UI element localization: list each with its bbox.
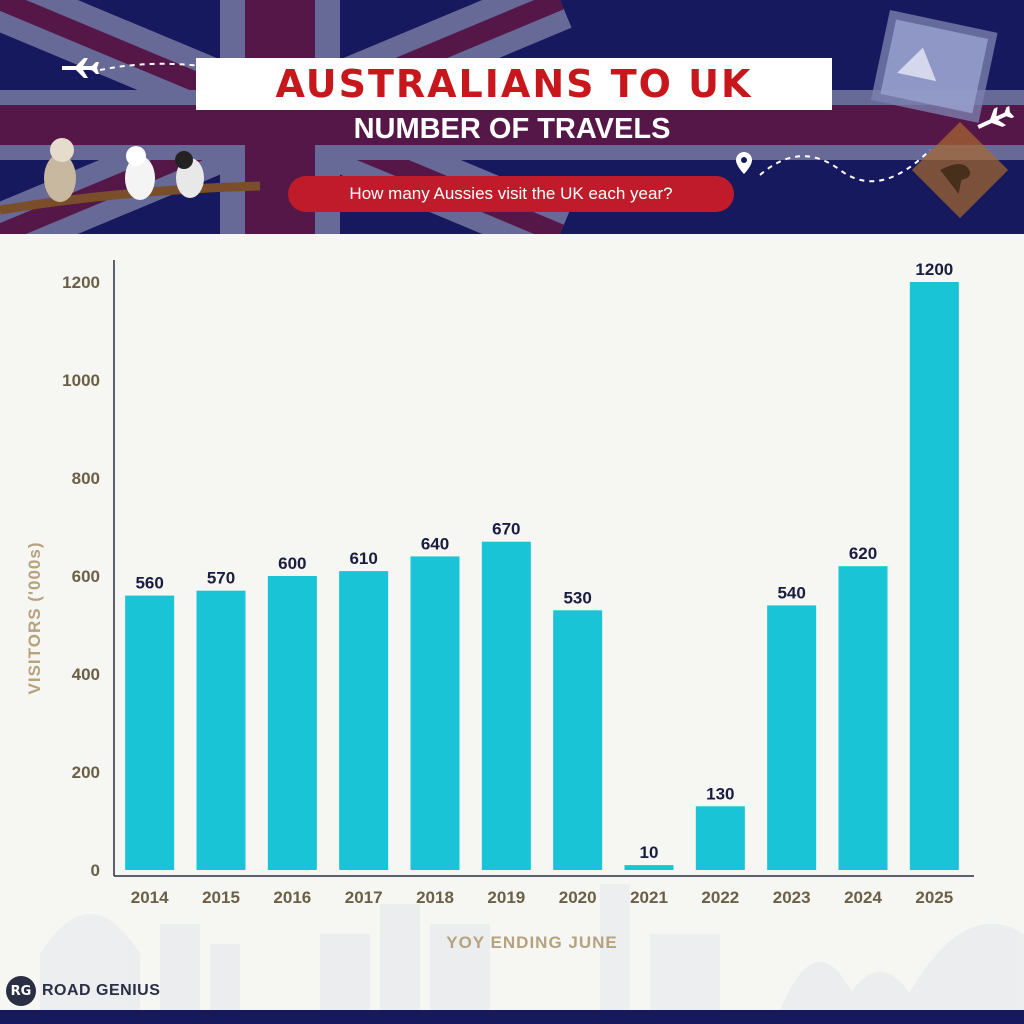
location-pin-icon [736,152,752,174]
magpie-bird [175,151,204,198]
y-tick-label: 800 [72,469,100,488]
brand: RG ROAD GENIUS [6,976,160,1006]
data-label: 560 [135,574,163,593]
city-skyline [40,884,1024,1010]
x-tick-label: 2022 [701,888,739,907]
question-text: How many Aussies visit the UK each year? [349,184,673,203]
data-label: 540 [777,583,805,602]
y-tick-label: 1000 [62,371,100,390]
x-tick-label: 2024 [844,888,882,907]
cockatoo-bird [125,146,155,200]
kookaburra-bird [44,138,76,202]
y-axis-title: VISITORS ('000s) [25,542,44,695]
x-axis-title: YOY ENDING JUNE [446,933,618,952]
bar [909,282,959,870]
y-tick-label: 1200 [62,273,100,292]
road-genius-logo: RG [6,976,36,1006]
kangaroo-sign [911,121,1009,219]
bar [695,806,745,870]
bar [624,865,674,870]
x-tick-label: 2023 [773,888,811,907]
data-label: 530 [563,588,591,607]
x-tick-label: 2016 [273,888,311,907]
chart-title: AUSTRALIANS TO UK [275,62,753,106]
bar [481,541,531,870]
y-tick-label: 0 [91,861,100,880]
x-tick-label: 2018 [416,888,454,907]
x-tick-label: 2017 [345,888,383,907]
data-label: 130 [706,784,734,803]
data-label: 10 [640,843,659,862]
postage-stamp [870,9,998,123]
bar [339,571,389,870]
data-label: 620 [849,544,877,563]
data-label: 670 [492,520,520,539]
header-banner: AUSTRALIANS TO UK NUMBER OF TRAVELS How … [0,0,1024,234]
bar [553,610,603,870]
data-label: 600 [278,554,306,573]
bar-chart: 0 200 400 600 800 1000 1200 560 2014 570 2015 600 20… [25,260,1024,1010]
brand-name: ROAD GENIUS [42,982,161,999]
x-tick-label: 2025 [915,888,953,907]
x-tick-label: 2020 [559,888,597,907]
y-tick-label: 200 [72,763,100,782]
bar [838,566,888,870]
data-label: 640 [421,534,449,553]
airplane-icon [977,105,1015,129]
bar [410,556,460,870]
x-tick-label: 2015 [202,888,240,907]
question-pill: How many Aussies visit the UK each year? [288,176,734,212]
bar [196,590,246,870]
data-label: 1200 [915,260,953,279]
x-tick-label: 2021 [630,888,668,907]
y-tick-label: 400 [72,665,100,684]
bar [267,576,317,870]
bar [767,605,817,870]
data-label: 570 [207,569,235,588]
data-label: 610 [349,549,377,568]
airplane-icon [62,58,99,78]
bar [125,595,175,870]
y-tick-label: 600 [72,567,100,586]
title-box: AUSTRALIANS TO UK [196,58,832,110]
footer-bar [0,1010,1024,1024]
x-tick-label: 2019 [487,888,525,907]
chart-subtitle: NUMBER OF TRAVELS [353,113,671,145]
x-tick-label: 2014 [131,888,169,907]
